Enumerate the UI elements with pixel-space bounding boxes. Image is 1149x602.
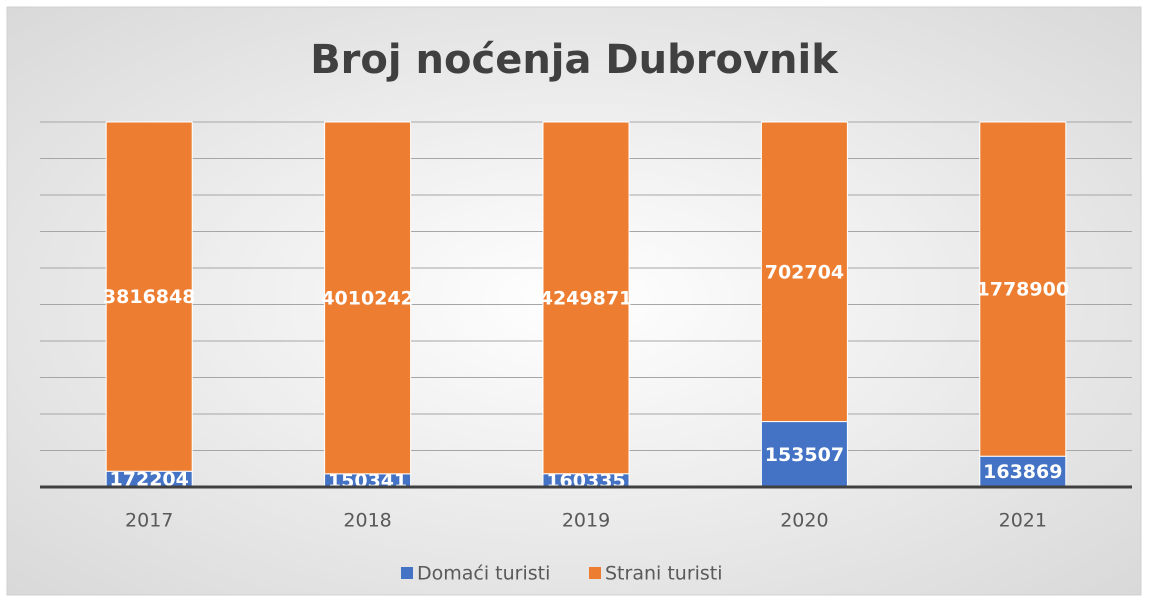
data-label: 3816848 (103, 286, 196, 308)
x-tick-label: 2019 (562, 510, 610, 532)
x-tick-label: 2018 (343, 510, 391, 532)
x-tick-label: 2017 (125, 510, 173, 532)
x-tick-label: 2020 (780, 510, 828, 532)
data-label: 702704 (765, 261, 844, 283)
data-label: 163869 (983, 461, 1062, 483)
data-label: 172204 (110, 469, 189, 491)
legend-label: Strani turisti (605, 563, 723, 585)
bar-segment (979, 121, 1067, 457)
data-label: 4249871 (540, 287, 633, 309)
bar-segment (760, 421, 848, 488)
legend-label: Domaći turisti (417, 563, 550, 585)
bar-segment (542, 121, 630, 475)
chart-title: Broj noćenja Dubrovnik (310, 37, 839, 83)
legend-swatch (589, 567, 601, 579)
bar-segment (105, 121, 193, 472)
bar-segment (979, 455, 1067, 488)
data-label: 4010242 (321, 287, 414, 309)
legend-swatch (401, 567, 413, 579)
bar-segment (324, 121, 412, 475)
data-label: 153507 (765, 444, 844, 466)
x-tick-label: 2021 (999, 510, 1047, 532)
bar-segment (760, 121, 848, 423)
data-label: 1778900 (977, 279, 1070, 301)
